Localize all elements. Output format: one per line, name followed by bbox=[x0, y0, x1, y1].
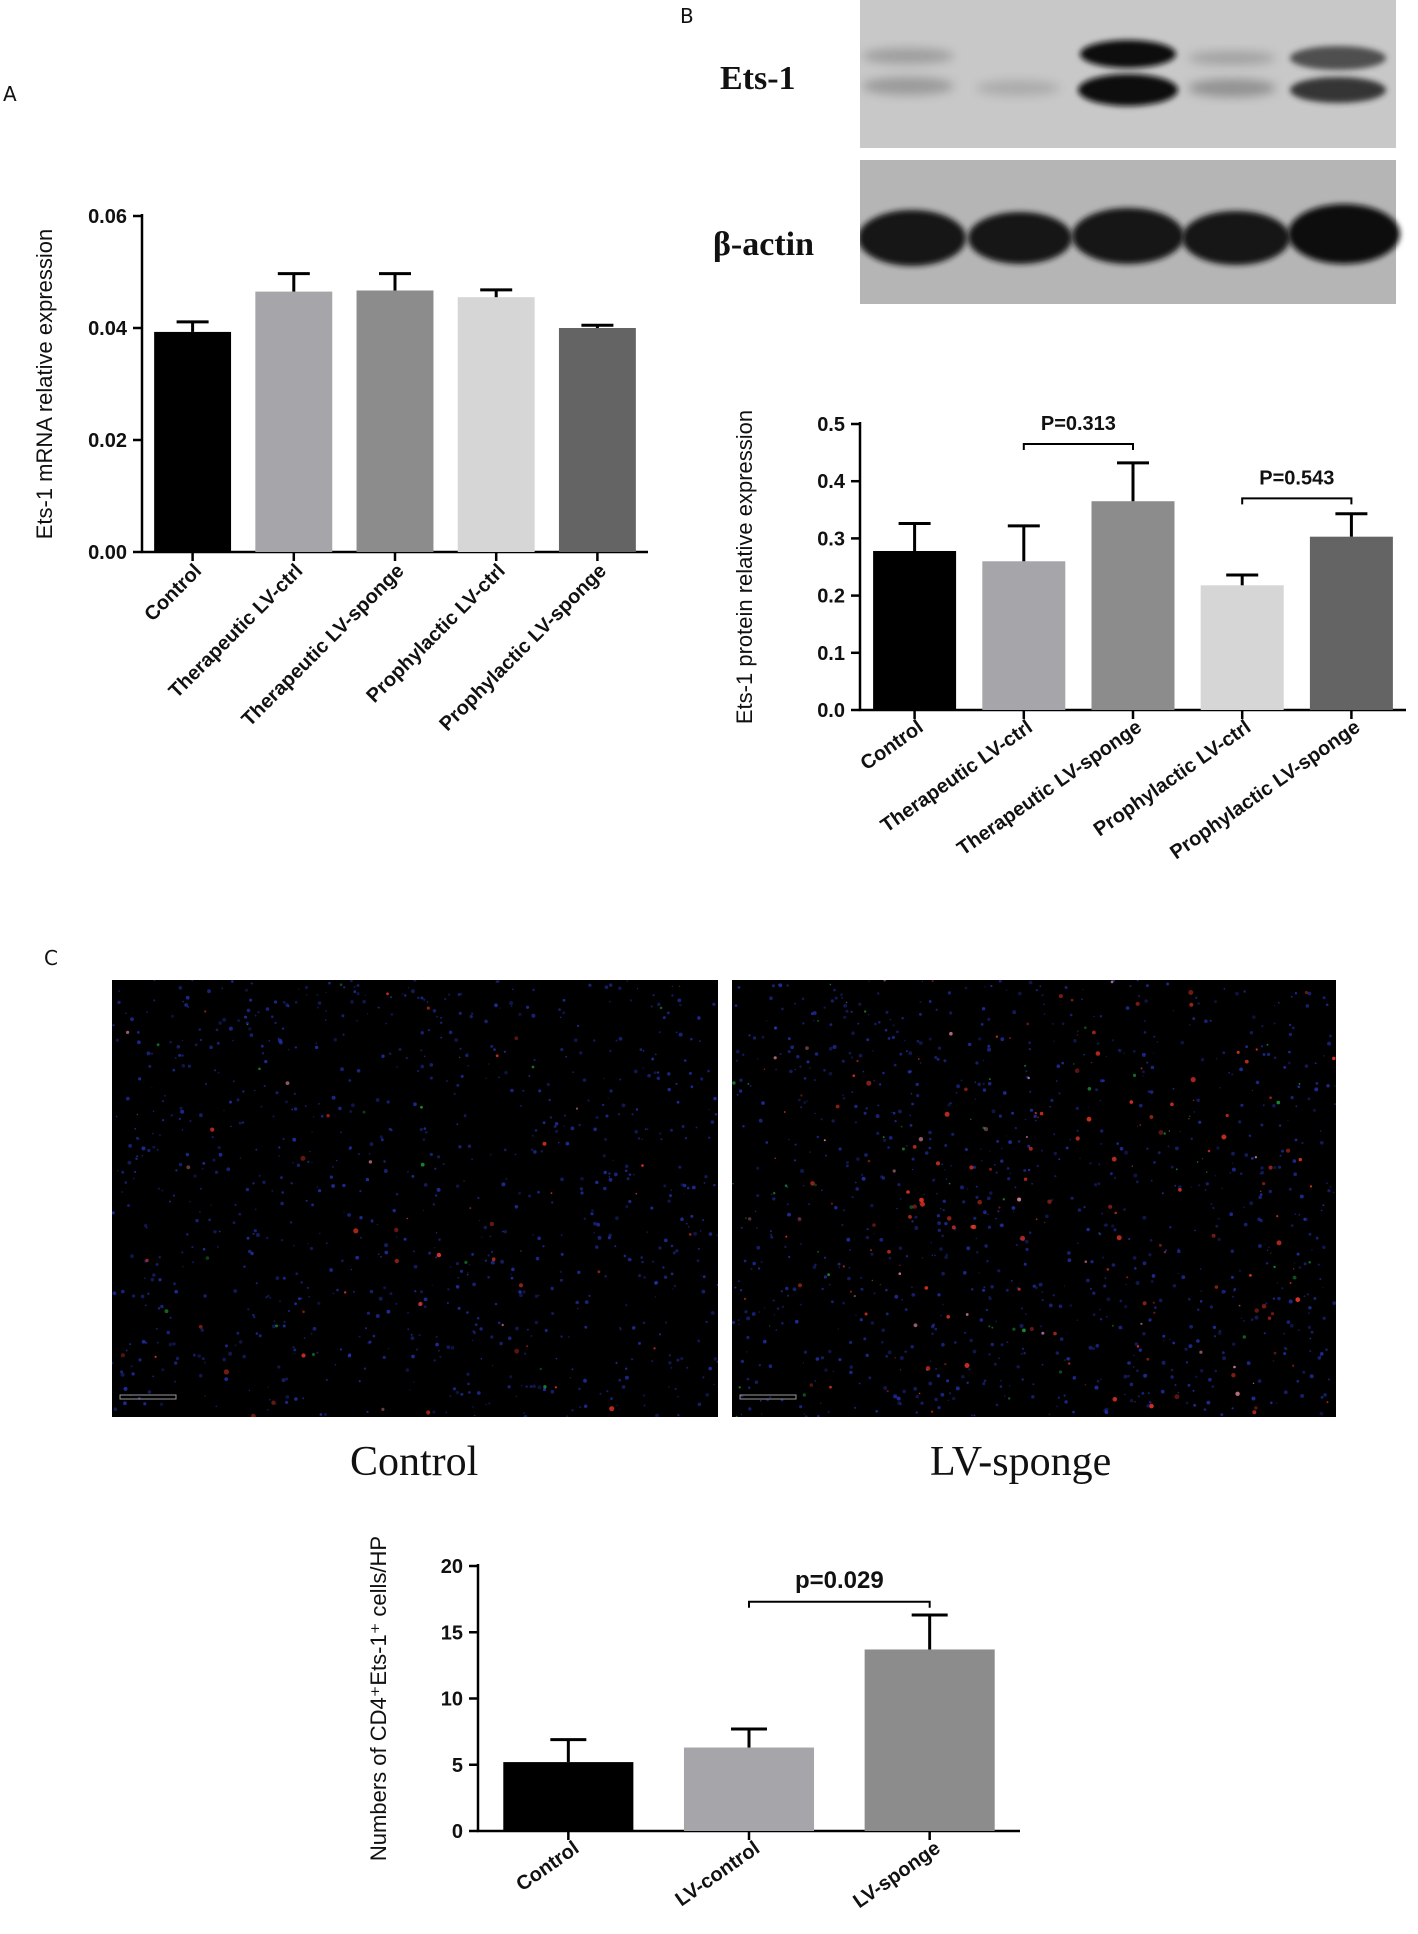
scale-bar bbox=[119, 1394, 177, 1400]
significance-label: P=0.313 bbox=[1041, 413, 1116, 435]
x-tick-label: Control bbox=[140, 560, 206, 626]
y-tick-label: 20 bbox=[441, 1556, 463, 1578]
y-tick-label: 5 bbox=[452, 1755, 463, 1777]
bar-5 bbox=[558, 328, 636, 552]
significance-label: p=0.029 bbox=[795, 1567, 884, 1594]
bar-3 bbox=[864, 1649, 995, 1831]
y-axis-label: Ets-1 protein relative expression bbox=[732, 410, 757, 724]
micrograph-control bbox=[110, 978, 719, 1419]
significance-bracket bbox=[1022, 443, 1134, 451]
bar-3 bbox=[356, 290, 434, 552]
fluorescence-speckles bbox=[110, 978, 719, 1419]
y-tick-label: 0.06 bbox=[88, 206, 127, 228]
x-tick-label: Therapeutic LV-sponge bbox=[953, 716, 1146, 860]
bar-1 bbox=[873, 550, 957, 710]
bar-1 bbox=[154, 331, 232, 552]
micrograph-caption-control: Control bbox=[350, 1439, 479, 1485]
blot-strip-ets1 bbox=[860, 0, 1396, 148]
y-tick-label: 0.04 bbox=[88, 318, 128, 340]
bar-1 bbox=[503, 1762, 634, 1831]
y-tick-label: 0.2 bbox=[817, 586, 845, 608]
x-tick-label: Control bbox=[512, 1837, 583, 1896]
chart-c-cd4-ets1-cells: 0 5 10 15 20 Numbers of CD4⁺Ets-1⁺ cells/HP Co… bbox=[366, 1536, 1020, 1913]
y-tick-label: 0.02 bbox=[88, 430, 127, 452]
scale-bar bbox=[739, 1394, 797, 1400]
significance-bracket bbox=[1241, 497, 1353, 505]
chart-b-protein-expression: 0.0 0.1 0.2 0.3 0.4 0.5 Ets-1 protein relative… bbox=[732, 410, 1406, 864]
y-axis-label: Numbers of CD4⁺Ets-1⁺ cells/HP bbox=[366, 1536, 391, 1861]
bar-2 bbox=[982, 561, 1066, 710]
y-tick-label: 15 bbox=[441, 1622, 463, 1644]
panel-label-c: C bbox=[44, 946, 58, 970]
y-tick-label: 0 bbox=[452, 1821, 463, 1843]
y-tick-label: 0.5 bbox=[817, 414, 845, 436]
western-blot-image bbox=[860, 0, 1400, 304]
x-tick-label: Prophylactic LV-sponge bbox=[435, 560, 611, 736]
blot-strip-beta-actin bbox=[860, 160, 1400, 304]
blot-label-beta-actin: β-actin bbox=[713, 226, 815, 263]
significance-bracket bbox=[748, 1600, 931, 1608]
y-axis-label: Ets-1 mRNA relative expression bbox=[32, 229, 57, 540]
y-tick-label: 0.4 bbox=[817, 471, 846, 493]
chart-a-mrna-expression: 0.00 0.02 0.04 0.06 Ets-1 mRNA relative expr… bbox=[32, 206, 648, 736]
micrograph-lv-sponge bbox=[731, 978, 1337, 1419]
y-tick-label: 0.3 bbox=[817, 528, 845, 550]
bar-4 bbox=[1200, 585, 1284, 710]
x-tick-label: Therapeutic LV-sponge bbox=[238, 560, 409, 731]
micrograph-lv-sponge-image bbox=[731, 978, 1337, 1419]
panel-label-a: A bbox=[3, 82, 17, 106]
bar-5 bbox=[1309, 536, 1393, 710]
micrograph-control-image bbox=[110, 978, 719, 1419]
y-tick-label: 10 bbox=[441, 1689, 463, 1711]
blot-label-ets1: Ets-1 bbox=[720, 60, 796, 97]
bar-4 bbox=[457, 297, 535, 552]
x-tick-label: Control bbox=[857, 716, 928, 775]
y-tick-label: 0.00 bbox=[88, 542, 127, 564]
fluorescence-speckles bbox=[731, 978, 1337, 1419]
x-tick-label: Prophylactic LV-sponge bbox=[1166, 716, 1364, 864]
x-tick-label: LV-control bbox=[671, 1837, 763, 1911]
bar-3 bbox=[1091, 501, 1175, 710]
micrograph-caption-lv-sponge: LV-sponge bbox=[930, 1439, 1112, 1485]
significance-label: P=0.543 bbox=[1259, 467, 1334, 489]
x-tick-label: LV-sponge bbox=[849, 1837, 944, 1913]
bar-2 bbox=[683, 1747, 815, 1831]
panel-label-b: B bbox=[680, 4, 694, 28]
bar-2 bbox=[255, 291, 333, 552]
y-tick-label: 0.1 bbox=[817, 643, 845, 665]
y-tick-label: 0.0 bbox=[817, 700, 845, 722]
